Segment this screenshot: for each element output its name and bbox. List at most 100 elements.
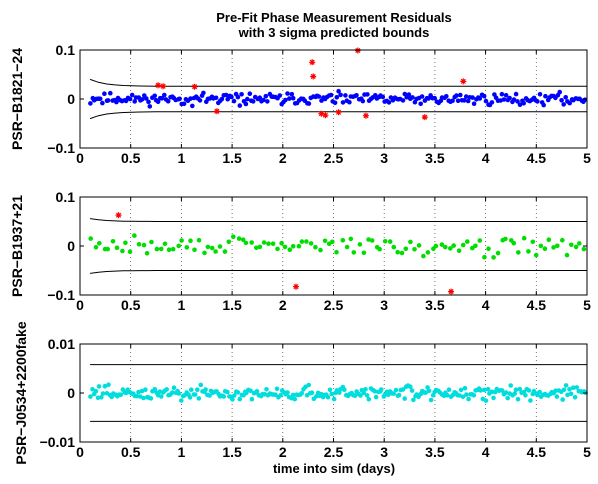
data-point bbox=[99, 395, 104, 400]
x-tick-label: 2.5 bbox=[324, 150, 344, 166]
outlier-marker bbox=[318, 110, 325, 117]
data-point bbox=[283, 97, 288, 103]
data-point bbox=[555, 243, 560, 249]
x-tick-label: 0 bbox=[76, 444, 84, 460]
x-tick-label: 4.5 bbox=[527, 444, 547, 460]
data-point bbox=[152, 93, 157, 99]
y-tick-label: 0.01 bbox=[48, 336, 75, 352]
data-point bbox=[382, 239, 388, 244]
outlier-marker bbox=[160, 83, 167, 90]
data-point bbox=[188, 238, 193, 243]
data-point bbox=[489, 100, 495, 105]
data-point bbox=[192, 247, 197, 253]
data-point bbox=[410, 95, 415, 100]
data-point bbox=[176, 243, 181, 249]
x-tick-label: 1.5 bbox=[222, 297, 242, 313]
data-point bbox=[154, 246, 160, 252]
data-point bbox=[237, 103, 243, 108]
x-axis-label: time into sim (days) bbox=[273, 461, 395, 476]
data-point bbox=[88, 236, 93, 241]
x-tick-label: 3 bbox=[380, 444, 388, 460]
data-point bbox=[316, 94, 322, 99]
data-point bbox=[313, 244, 318, 250]
data-point bbox=[557, 89, 562, 95]
data-point bbox=[243, 240, 249, 246]
data-point bbox=[290, 244, 296, 249]
data-point bbox=[236, 236, 242, 241]
x-tick-label: 2 bbox=[279, 150, 287, 166]
data-point bbox=[331, 396, 337, 402]
data-point bbox=[195, 387, 200, 393]
data-point bbox=[164, 387, 169, 392]
data-point bbox=[261, 97, 266, 103]
x-tick-label: 1 bbox=[178, 297, 186, 313]
data-point bbox=[533, 252, 539, 258]
data-point bbox=[418, 101, 424, 107]
data-point bbox=[336, 88, 341, 94]
data-point bbox=[458, 387, 464, 393]
y-tick-label: 0 bbox=[67, 385, 75, 401]
data-point bbox=[505, 395, 511, 401]
data-point bbox=[143, 387, 148, 393]
outlier-marker bbox=[213, 108, 220, 115]
data-point bbox=[462, 385, 468, 391]
x-tick-label: 5 bbox=[583, 297, 591, 313]
data-point bbox=[118, 392, 124, 398]
data-point bbox=[217, 244, 223, 249]
x-tick-label: 4 bbox=[482, 297, 490, 313]
data-point bbox=[309, 390, 315, 396]
data-point bbox=[308, 241, 314, 246]
data-point bbox=[483, 398, 489, 403]
data-point bbox=[521, 101, 526, 106]
data-point bbox=[344, 244, 350, 250]
data-point bbox=[192, 392, 198, 397]
data-point bbox=[517, 102, 523, 107]
data-point bbox=[537, 92, 543, 97]
outlier-marker bbox=[191, 83, 198, 90]
data-point bbox=[465, 239, 470, 244]
data-point bbox=[198, 382, 204, 388]
data-point bbox=[97, 241, 102, 246]
x-tick-label: 0.5 bbox=[121, 444, 141, 460]
data-point bbox=[573, 244, 579, 250]
data-point bbox=[213, 249, 218, 254]
data-point bbox=[403, 246, 409, 252]
data-point bbox=[181, 101, 187, 107]
data-point bbox=[412, 247, 417, 252]
data-point bbox=[577, 241, 582, 246]
data-point bbox=[348, 236, 354, 242]
data-point bbox=[136, 242, 142, 247]
data-point bbox=[517, 386, 523, 392]
outlier-marker bbox=[309, 59, 316, 66]
data-point bbox=[240, 237, 246, 242]
data-point bbox=[290, 95, 296, 101]
data-point bbox=[481, 93, 487, 99]
data-point bbox=[97, 96, 103, 102]
data-point bbox=[253, 245, 259, 251]
data-point bbox=[461, 98, 467, 103]
data-point bbox=[290, 392, 296, 398]
data-point bbox=[450, 98, 455, 104]
data-point bbox=[129, 92, 135, 98]
data-point bbox=[287, 247, 293, 252]
data-point bbox=[274, 386, 280, 392]
x-tick-label: 3.5 bbox=[425, 150, 445, 166]
data-point bbox=[565, 392, 570, 398]
data-point bbox=[444, 94, 449, 99]
data-point bbox=[445, 392, 450, 398]
data-point bbox=[201, 90, 206, 96]
data-point bbox=[391, 244, 397, 250]
x-tick-label: 0 bbox=[76, 297, 84, 313]
data-point bbox=[219, 96, 225, 102]
data-point bbox=[411, 397, 416, 403]
data-point bbox=[296, 243, 302, 249]
data-point bbox=[282, 244, 288, 250]
panel-b1937: 0 0.5 1 1.5 2 2.5 3 3.5 4 4.5 5−0.100.1PSR−B1937+2… bbox=[9, 189, 591, 313]
data-point bbox=[465, 98, 471, 104]
data-point bbox=[523, 393, 528, 398]
outlier-marker bbox=[421, 114, 428, 121]
data-point bbox=[277, 93, 283, 98]
x-tick-label: 2.5 bbox=[324, 444, 344, 460]
x-tick-label: 0.5 bbox=[121, 150, 141, 166]
